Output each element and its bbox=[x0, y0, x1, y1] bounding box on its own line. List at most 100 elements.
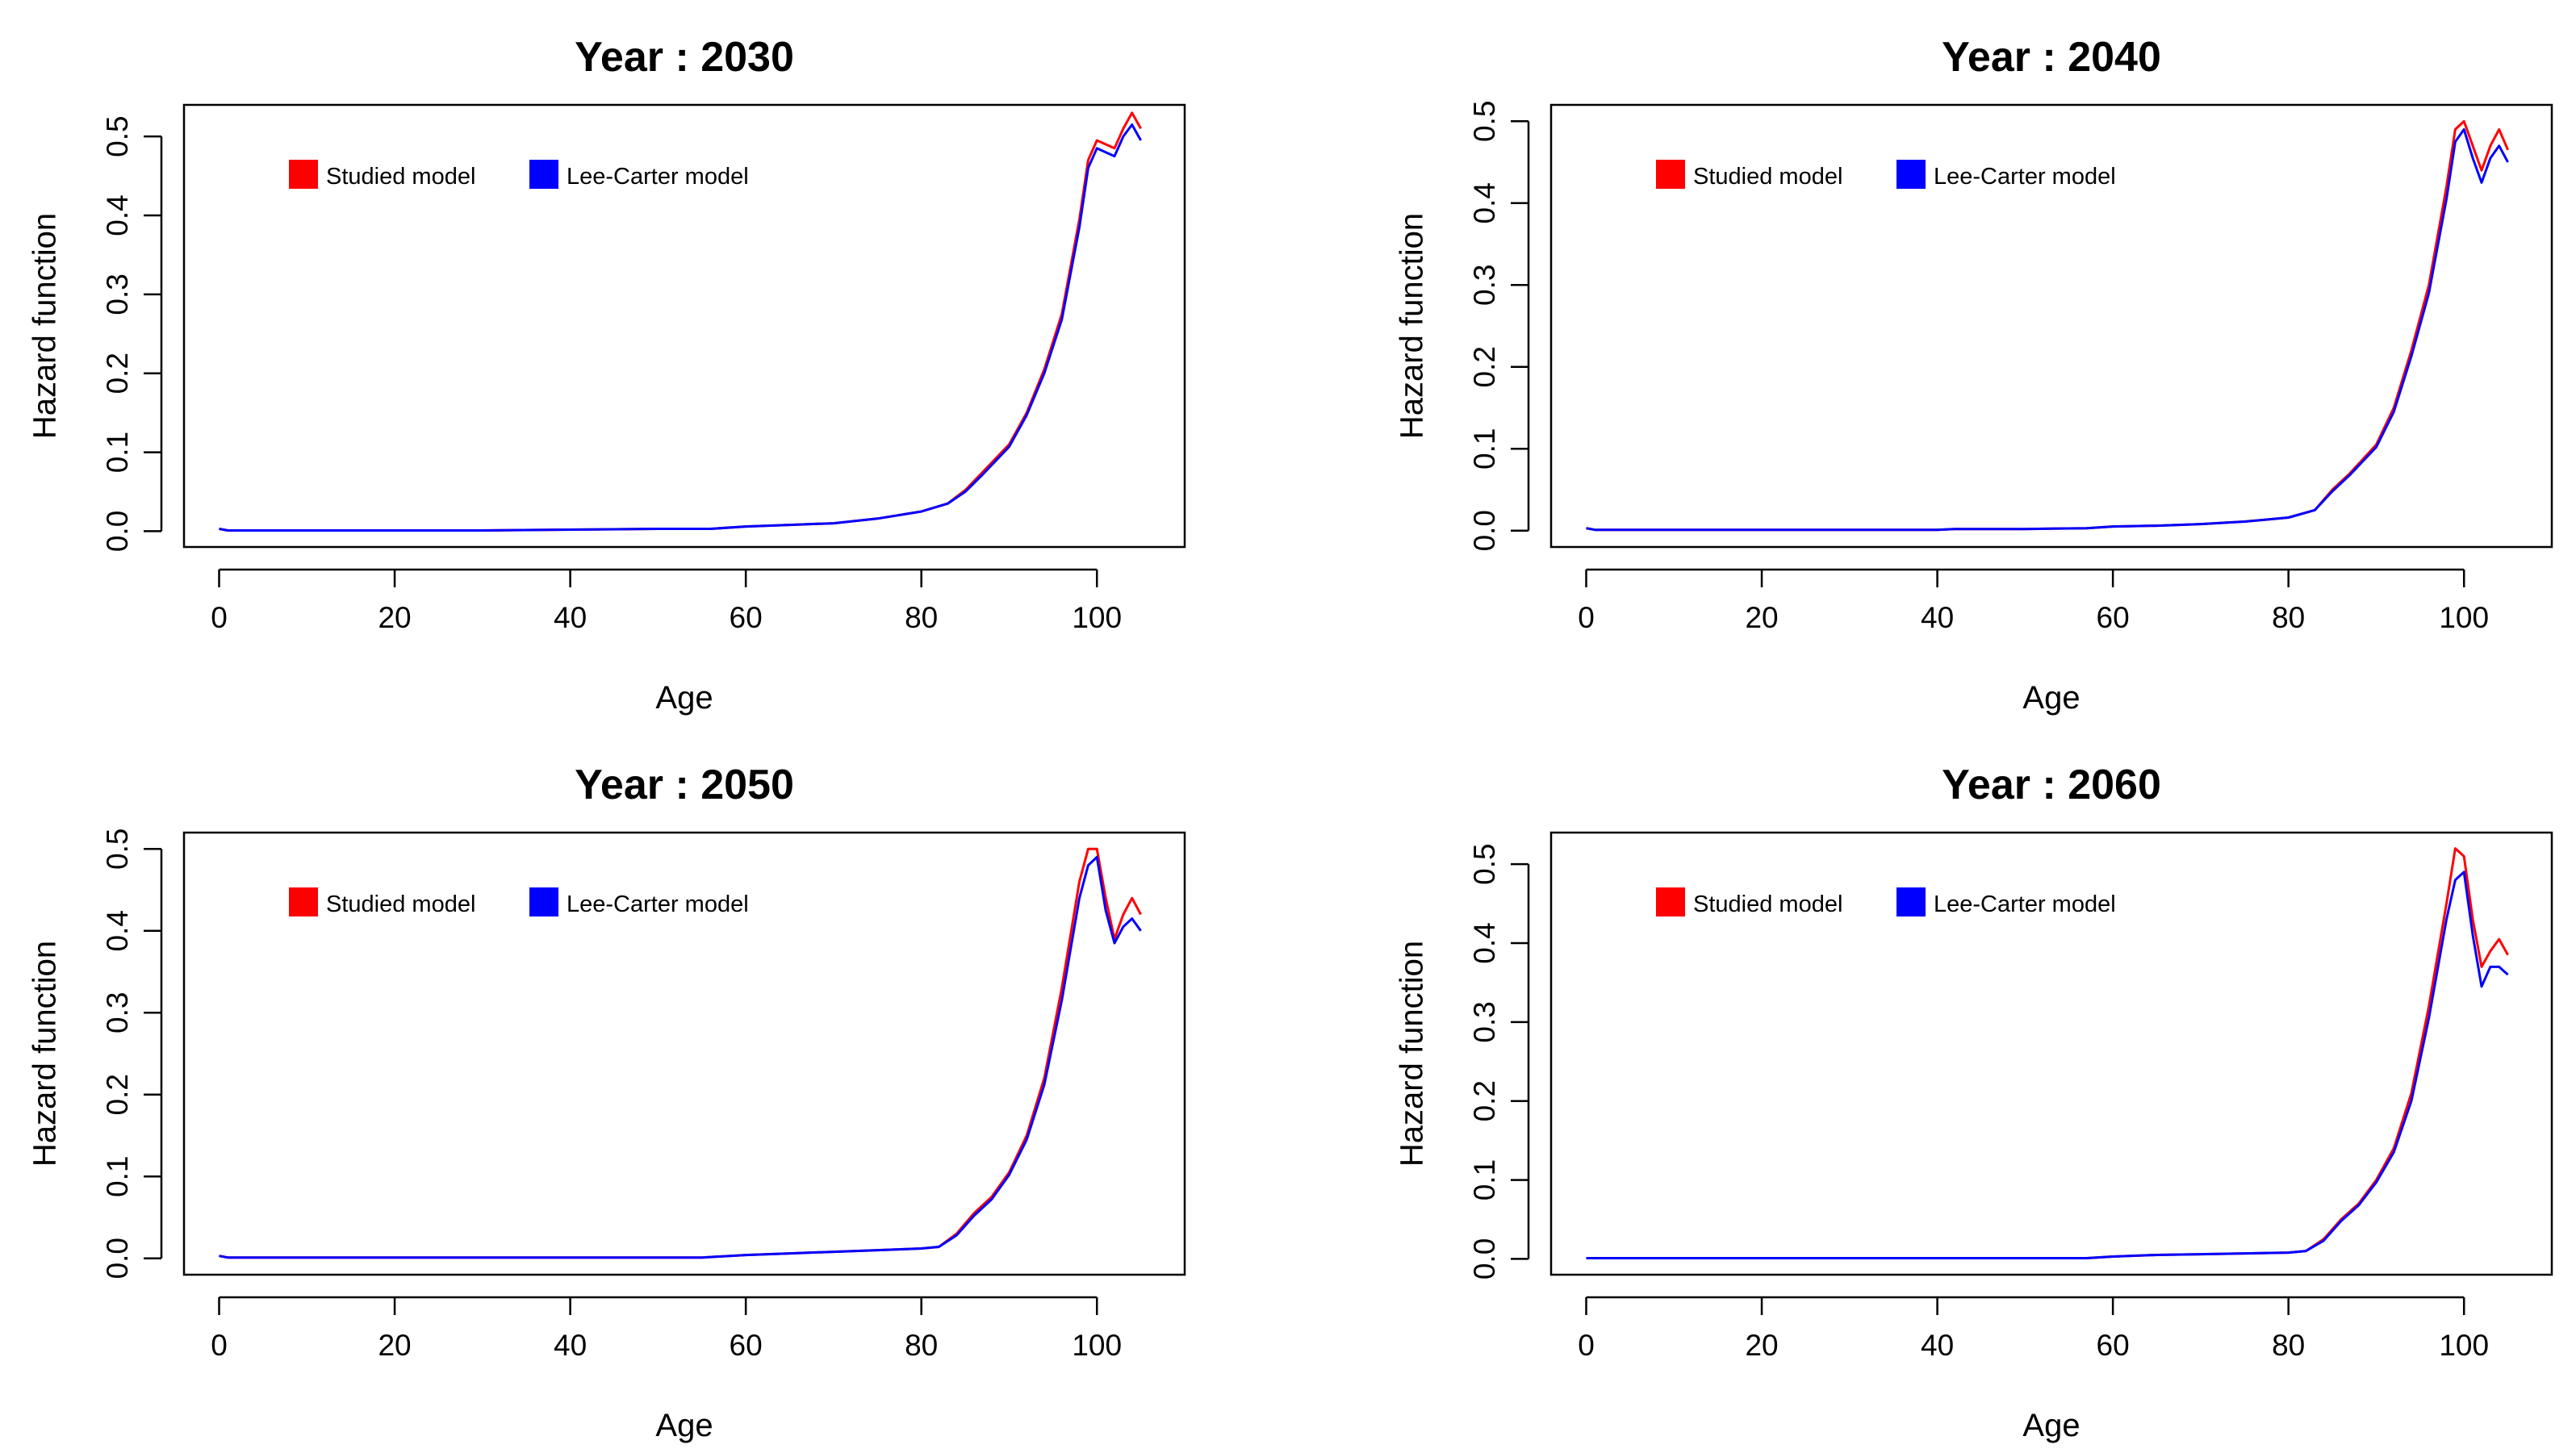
y-axis-label: Hazard function bbox=[1395, 213, 1430, 439]
x-tick-label: 40 bbox=[1921, 1329, 1954, 1362]
y-tick-label: 0.0 bbox=[1468, 1238, 1501, 1280]
x-axis-label: Age bbox=[655, 680, 713, 716]
legend-item: Studied model bbox=[289, 887, 475, 917]
chart-title: Year : 2030 bbox=[575, 34, 794, 81]
legend-swatch bbox=[289, 160, 318, 189]
x-tick-label: 60 bbox=[2097, 601, 2130, 634]
y-tick-label: 0.4 bbox=[1468, 182, 1501, 223]
y-tick-label: 0.3 bbox=[101, 992, 134, 1033]
y-tick-label: 0.3 bbox=[1468, 1001, 1501, 1042]
y-axis-label: Hazard function bbox=[1395, 941, 1430, 1167]
legend-swatch bbox=[1896, 160, 1926, 189]
legend-label: Studied model bbox=[1693, 164, 1842, 190]
y-tick-label: 0.0 bbox=[101, 1238, 134, 1279]
legend-swatch bbox=[529, 160, 558, 189]
legend-item: Studied model bbox=[1656, 160, 1842, 190]
x-tick-label: 60 bbox=[730, 1329, 763, 1362]
legend-label: Lee-Carter model bbox=[1934, 891, 2116, 917]
x-axis-label: Age bbox=[2022, 680, 2080, 716]
series-line-lee-carter-model bbox=[219, 123, 1142, 532]
plot-frame bbox=[182, 103, 1186, 549]
y-tick-label: 0.4 bbox=[1468, 922, 1501, 963]
x-tick-label: 80 bbox=[905, 1329, 938, 1362]
legend-item: Lee-Carter model bbox=[1896, 160, 2116, 190]
x-axis: 0 20 40 60 80 100 bbox=[1578, 568, 2489, 634]
x-axis: 0 20 40 60 80 100 bbox=[1578, 1296, 2489, 1362]
legend-item: Lee-Carter model bbox=[529, 160, 749, 190]
x-tick-label: 20 bbox=[378, 1329, 411, 1362]
x-tick-label: 40 bbox=[1921, 601, 1954, 634]
y-tick-label: 0.4 bbox=[101, 194, 134, 236]
x-tick-label: 0 bbox=[1578, 1329, 1595, 1362]
x-tick-label: 20 bbox=[378, 601, 411, 634]
x-tick-label: 100 bbox=[2439, 601, 2489, 634]
series-line-lee-carter-model bbox=[219, 855, 1142, 1259]
chart-title: Year : 2050 bbox=[575, 762, 794, 808]
y-axis-label: Hazard function bbox=[27, 941, 63, 1167]
legend-item: Lee-Carter model bbox=[529, 887, 749, 917]
legend-item: Lee-Carter model bbox=[1896, 887, 2116, 917]
x-tick-label: 100 bbox=[1072, 601, 1122, 634]
chart-title: Year : 2040 bbox=[1942, 34, 2161, 81]
legend-swatch bbox=[289, 887, 318, 916]
y-tick-label: 0.5 bbox=[1468, 843, 1501, 884]
y-axis: 0.0 0.1 0.2 0.3 0.4 0.5 bbox=[1468, 101, 1530, 551]
legend: Studied model Lee-Carter model bbox=[1656, 887, 2116, 917]
y-tick-label: 0.1 bbox=[101, 1156, 134, 1197]
y-tick-label: 0.1 bbox=[101, 432, 134, 473]
legend-item: Studied model bbox=[1656, 887, 1842, 917]
legend: Studied model Lee-Carter model bbox=[289, 160, 749, 190]
y-tick-label: 0.5 bbox=[1468, 101, 1501, 142]
x-axis: 0 20 40 60 80 100 bbox=[211, 1296, 1122, 1362]
x-tick-label: 40 bbox=[554, 1329, 587, 1362]
legend-swatch bbox=[529, 887, 558, 916]
legend-label: Lee-Carter model bbox=[1934, 164, 2116, 190]
y-tick-label: 0.0 bbox=[101, 511, 134, 552]
legend-swatch bbox=[1896, 887, 1926, 916]
x-tick-label: 20 bbox=[1745, 601, 1778, 634]
y-tick-label: 0.5 bbox=[101, 115, 134, 157]
x-tick-label: 100 bbox=[1072, 1329, 1122, 1362]
y-tick-label: 0.4 bbox=[101, 910, 134, 951]
x-tick-label: 0 bbox=[1578, 601, 1595, 634]
x-tick-label: 80 bbox=[2272, 1329, 2305, 1362]
legend-label: Lee-Carter model bbox=[567, 164, 749, 190]
x-tick-label: 80 bbox=[905, 601, 938, 634]
x-tick-label: 20 bbox=[1745, 1329, 1778, 1362]
x-tick-label: 80 bbox=[2272, 601, 2305, 634]
y-axis: 0.0 0.1 0.2 0.3 0.4 0.5 bbox=[101, 115, 163, 552]
legend-swatch bbox=[1656, 887, 1685, 916]
y-axis: 0.0 0.1 0.2 0.3 0.4 0.5 bbox=[1468, 843, 1530, 1280]
y-tick-label: 0.2 bbox=[101, 353, 134, 394]
x-axis: 0 20 40 60 80 100 bbox=[211, 568, 1122, 634]
legend-label: Lee-Carter model bbox=[567, 891, 749, 917]
y-tick-label: 0.0 bbox=[1468, 510, 1501, 551]
plot-frame bbox=[182, 831, 1186, 1276]
legend-label: Studied model bbox=[326, 164, 475, 190]
x-axis-label: Age bbox=[655, 1408, 713, 1443]
legend-label: Studied model bbox=[326, 891, 475, 917]
y-tick-label: 0.5 bbox=[101, 829, 134, 870]
x-axis-label: Age bbox=[2022, 1408, 2080, 1443]
plot-frame bbox=[1549, 103, 2553, 549]
y-axis: 0.0 0.1 0.2 0.3 0.4 0.5 bbox=[101, 829, 163, 1279]
y-tick-label: 0.2 bbox=[1468, 346, 1501, 387]
x-tick-label: 60 bbox=[2097, 1329, 2130, 1362]
legend-swatch bbox=[1656, 160, 1685, 189]
x-tick-label: 60 bbox=[730, 601, 763, 634]
series-line-lee-carter-model bbox=[1586, 127, 2509, 532]
plot-frame bbox=[1549, 831, 2553, 1276]
legend: Studied model Lee-Carter model bbox=[1656, 160, 2116, 190]
y-tick-label: 0.1 bbox=[1468, 1159, 1501, 1200]
x-tick-label: 0 bbox=[211, 601, 228, 634]
x-tick-label: 40 bbox=[554, 601, 587, 634]
legend-item: Studied model bbox=[289, 160, 475, 190]
y-tick-label: 0.3 bbox=[1468, 265, 1501, 306]
y-tick-label: 0.2 bbox=[1468, 1080, 1501, 1121]
series-line-lee-carter-model bbox=[1586, 871, 2509, 1259]
